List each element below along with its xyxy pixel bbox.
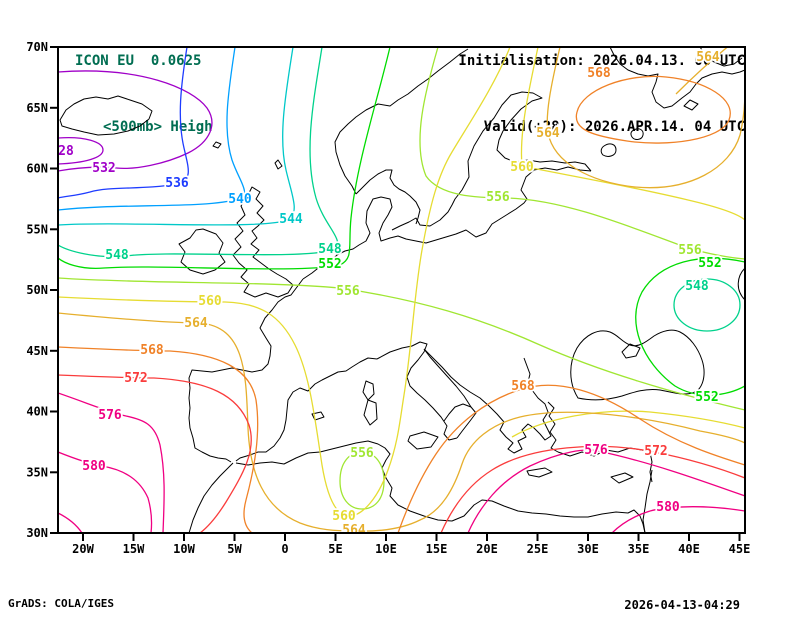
contour-line-584: [58, 512, 83, 533]
lon-tick-label: 15W: [123, 542, 145, 556]
contour-label-576: 576: [584, 443, 608, 458]
contour-label-564: 564: [696, 50, 720, 65]
lat-axis: 70N 65N 60N 55N 50N 45N 40N 35N 30N: [26, 40, 58, 540]
contour-line-568: [397, 384, 745, 533]
contour-line-560: [511, 410, 745, 438]
contour-line-532: [58, 70, 213, 172]
lon-tick-label: 5W: [227, 542, 242, 556]
contour-line-560: [58, 47, 511, 517]
contour-label-540: 540: [228, 192, 252, 207]
contour-line-564: [58, 312, 745, 532]
contour-line-552: [58, 47, 391, 270]
grads-credit: GrADS: COLA/IGES: [8, 597, 114, 610]
contour-line-552: [635, 257, 745, 396]
model-title: ICON EU 0.0625: [75, 53, 202, 69]
lat-tick-label: 45N: [26, 344, 48, 358]
contour-label-568: 568: [140, 343, 164, 358]
lon-tick-label: 10E: [375, 542, 397, 556]
contour-line-556: [58, 277, 745, 411]
contour-line-544: [58, 47, 295, 226]
contour-label-560: 560: [198, 294, 222, 309]
contour-label-580: 580: [656, 500, 680, 515]
lon-tick-label: 20W: [72, 542, 94, 556]
contour-line-576: [467, 449, 745, 533]
contour-label-528: 28: [58, 144, 74, 159]
contour-line-536: [58, 47, 189, 199]
contour-label-564: 564: [184, 316, 208, 331]
contour-line-540: [58, 47, 246, 211]
contour-label-536: 536: [165, 176, 189, 191]
contour-label-532: 532: [92, 161, 115, 176]
lon-tick-label: 0: [281, 542, 288, 556]
contour-label-568: 568: [587, 66, 611, 81]
contour-label-576: 576: [98, 408, 122, 423]
contour-line-548: [673, 278, 741, 332]
lat-tick-label: 70N: [26, 40, 48, 54]
contour-label-560: 560: [332, 509, 356, 524]
contour-label-560: 560: [510, 160, 534, 175]
contour-line-564: [546, 47, 745, 189]
contour-label-568: 568: [511, 379, 535, 394]
contour-label-580: 580: [82, 459, 106, 474]
contour-label-556: 556: [678, 243, 702, 258]
lon-tick-label: 5E: [328, 542, 342, 556]
contour-label-552: 552: [698, 256, 721, 271]
contour-label-544: 544: [279, 212, 303, 227]
contour-line-572: [58, 374, 252, 533]
contour-line-572: [440, 445, 745, 533]
contour-line-576: [58, 392, 165, 533]
contour-line-580: [611, 506, 745, 533]
lon-tick-label: 30E: [577, 542, 599, 556]
lat-tick-label: 35N: [26, 465, 48, 479]
lon-tick-label: 40E: [678, 542, 700, 556]
contour-label-556: 556: [336, 284, 360, 299]
contour-line-560: [520, 47, 745, 221]
contour-line-556: [419, 47, 745, 260]
map-frame: [57, 46, 746, 534]
contour-label-548: 548: [685, 279, 709, 294]
contour-label-548: 548: [105, 248, 129, 263]
coastline: [59, 47, 745, 533]
contour-label-572: 572: [644, 444, 667, 459]
lat-tick-label: 50N: [26, 283, 48, 297]
lon-tick-label: 35E: [628, 542, 650, 556]
lat-tick-label: 60N: [26, 162, 48, 176]
lon-tick-label: 10W: [173, 542, 195, 556]
lon-tick-label: 15E: [426, 542, 448, 556]
lat-tick-label: 65N: [26, 101, 48, 115]
lat-tick-label: 30N: [26, 526, 48, 540]
contour-label-564: 564: [342, 523, 366, 538]
contour-label-556: 556: [350, 446, 374, 461]
contour-label-556: 556: [486, 190, 510, 205]
model-header: ICON EU 0.0625 <500mb> Heigh: [75, 6, 213, 182]
lat-tick-label: 40N: [26, 405, 48, 419]
lat-tick-label: 55N: [26, 222, 48, 236]
lon-tick-label: 25E: [527, 542, 549, 556]
contour-label-564: 564: [536, 126, 560, 141]
contour-line-580: [58, 451, 153, 533]
contour-label-552: 552: [695, 390, 718, 405]
contour-label-552: 552: [318, 257, 341, 272]
contour-line-528: [58, 136, 104, 165]
contour-lines: [58, 47, 745, 533]
valid-label: Valid(+28): 2026.APR.14. 04 UTC: [483, 119, 745, 135]
lon-tick-label: 45E: [729, 542, 751, 556]
lon-tick-label: 20E: [476, 542, 498, 556]
contour-line-548: [58, 47, 339, 258]
timestamp: 2026-04-13-04:29: [624, 598, 740, 612]
contour-line-568: [575, 75, 731, 144]
lon-axis: 20W 15W 10W 5W 0 5E 10E 15E 20E 25E 30E 35E 40E 45E: [72, 533, 750, 556]
contour-label-548: 548: [318, 242, 342, 257]
contour-line-564: [675, 47, 729, 95]
contour-line-568: [58, 346, 259, 533]
contour-label-572: 572: [124, 371, 147, 386]
